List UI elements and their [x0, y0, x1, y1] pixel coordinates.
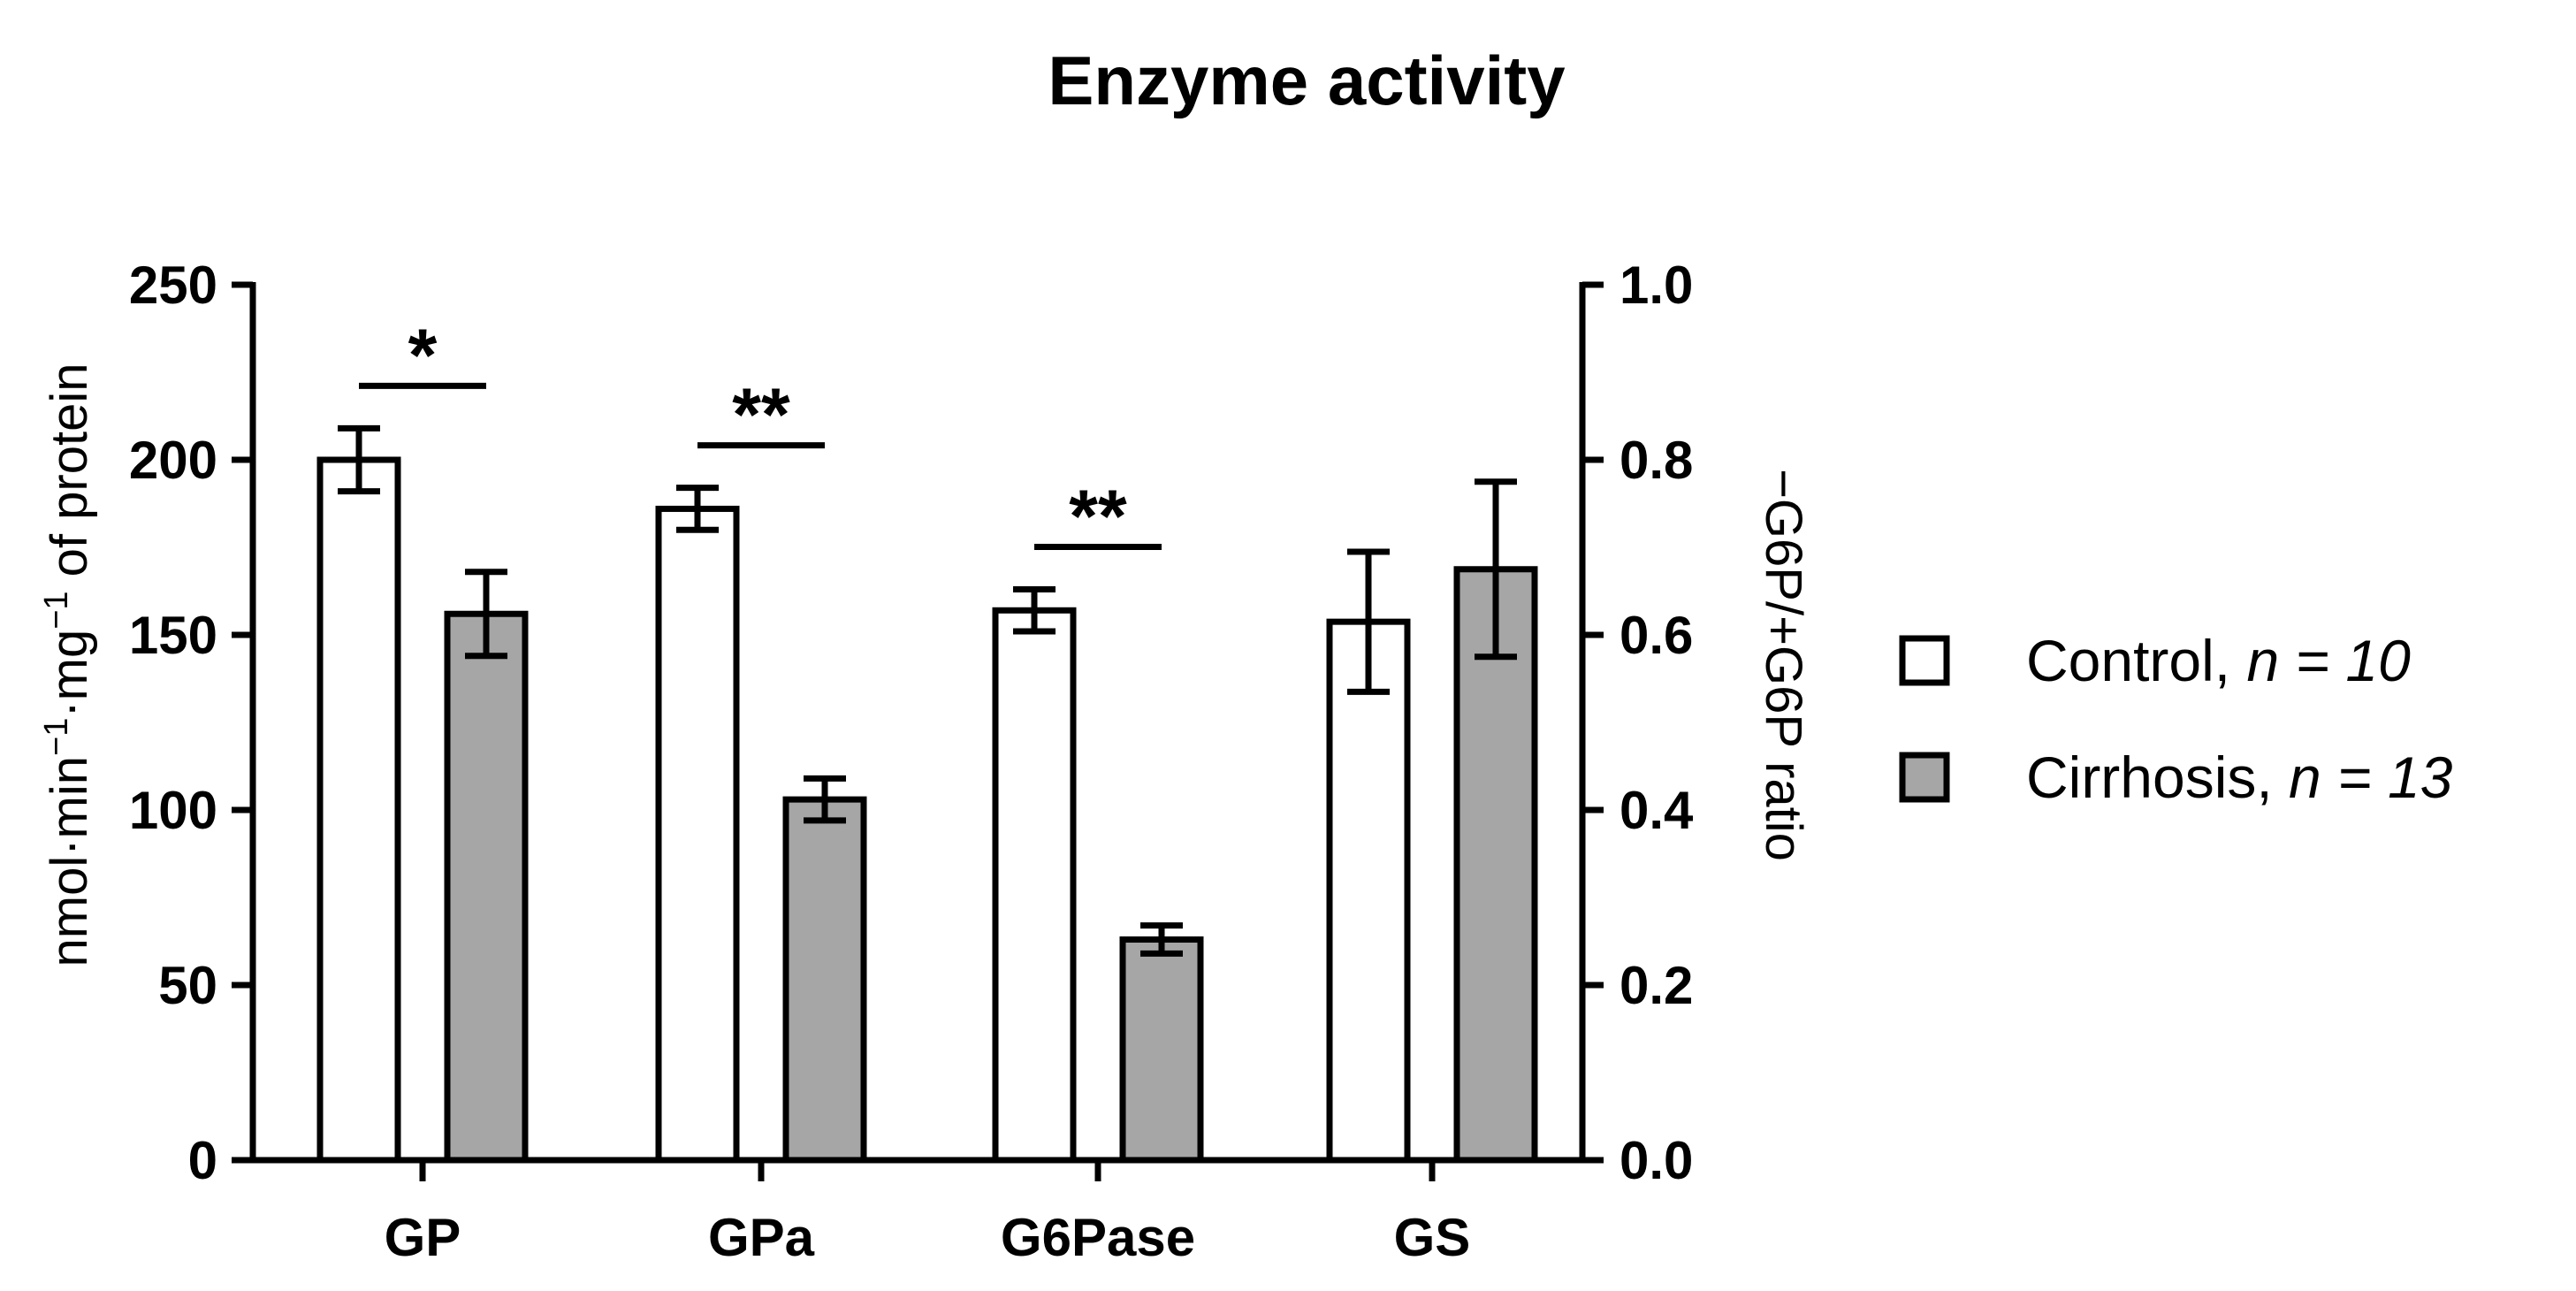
left-axis-label-part: of protein	[41, 363, 98, 592]
right-y-tick-label: 0.2	[1620, 956, 1693, 1015]
left-axis-label-part: ·mg	[41, 630, 98, 718]
left-y-tick-label: 100	[129, 781, 217, 840]
error-bar	[1475, 478, 1517, 661]
svg-text:nmol·min−1·mg−1 of protein: nmol·min−1·mg−1 of protein	[38, 363, 98, 967]
legend-label-text: Cirrhosis,	[2026, 745, 2289, 810]
error-bar	[804, 775, 846, 824]
legend-label-n: n = 10	[2246, 628, 2411, 693]
left-y-tick-label: 0	[188, 1131, 217, 1190]
left-axis-label: nmol·min−1·mg−1 of protein	[38, 363, 98, 967]
x-tick-label: GPa	[708, 1208, 815, 1267]
legend-label-text: Control,	[2026, 628, 2246, 693]
legend-label-n: n = 13	[2289, 745, 2453, 810]
right-y-tick-label: 1.0	[1620, 256, 1693, 315]
error-bar	[1347, 548, 1390, 695]
bar	[782, 796, 867, 1164]
right-y-tick-label: 0.0	[1620, 1131, 1693, 1190]
right-y-tick-label: 0.8	[1620, 431, 1693, 490]
left-axis-label-sup: −1	[38, 718, 75, 756]
bar	[1326, 618, 1411, 1164]
left-y-tick-label: 250	[129, 256, 217, 315]
right-axis-label: −G6P/+G6P ratio	[1755, 469, 1812, 861]
chart-title: Enzyme activity	[1048, 42, 1565, 119]
legend-item-control: Control, n = 10	[1899, 628, 2411, 693]
error-bar	[1013, 586, 1056, 635]
left-y-tick-label: 200	[129, 431, 217, 490]
significance-label: **	[732, 373, 790, 456]
bar	[444, 610, 529, 1164]
error-bar	[676, 485, 719, 533]
significance-label: *	[408, 313, 438, 396]
bar	[1119, 936, 1204, 1164]
right-y-tick-label: 0.6	[1620, 606, 1693, 665]
x-tick-label: G6Pase	[1001, 1208, 1195, 1267]
bars	[316, 424, 1538, 1164]
error-bar	[338, 424, 380, 495]
bar	[316, 456, 401, 1164]
significance-markers: *****	[359, 313, 1162, 558]
axes: 0 50 100 150 200 250 0.0 0.2 0.4 0.6 0.8 1.0 GP GPa G6…	[129, 256, 1694, 1267]
left-y-tick-label: 50	[158, 956, 217, 1015]
bar	[992, 607, 1077, 1164]
left-axis-label-sup: −1	[38, 591, 75, 629]
x-tick-label: GS	[1394, 1208, 1471, 1267]
legend-swatch-cirrhosis	[1899, 752, 1950, 803]
significance-label: **	[1069, 475, 1127, 558]
legend-item-cirrhosis: Cirrhosis, n = 13	[1899, 745, 2453, 810]
right-y-tick-label: 0.4	[1620, 781, 1694, 840]
left-y-tick-label: 150	[129, 606, 217, 665]
error-bar	[465, 569, 507, 660]
legend: Control, n = 10 Cirrhosis, n = 13	[1899, 628, 2453, 810]
error-bar	[1140, 922, 1183, 957]
legend-swatch-control	[1899, 635, 1950, 686]
left-axis-label-part: nmol·min	[41, 756, 98, 967]
bar	[655, 505, 740, 1164]
legend-label-cirrhosis: Cirrhosis, n = 13	[2026, 745, 2453, 810]
x-tick-label: GP	[385, 1208, 461, 1267]
legend-label-control: Control, n = 10	[2026, 628, 2411, 693]
